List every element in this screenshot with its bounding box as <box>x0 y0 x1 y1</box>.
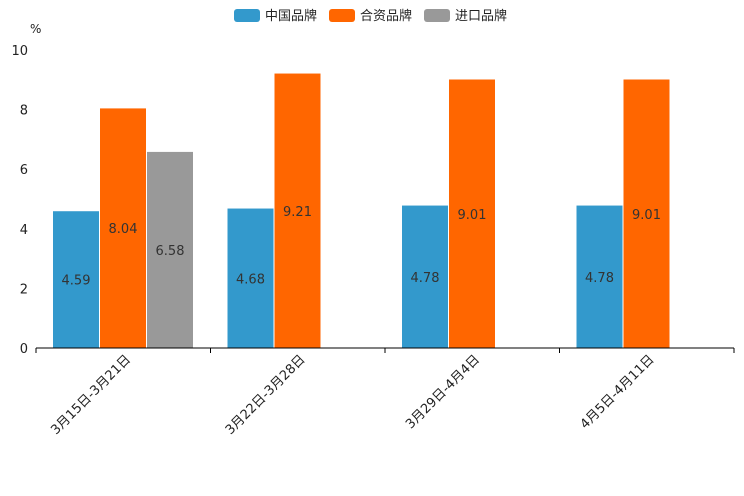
legend-label[interactable]: 合资品牌 <box>360 8 412 24</box>
x-category-label: 3月29日-4月4日 <box>403 352 483 432</box>
legend-swatch[interactable] <box>329 9 355 22</box>
y-tick-label: 0 <box>20 342 28 357</box>
bar[interactable] <box>100 108 146 349</box>
legend: 中国品牌 合资品牌 进口品牌 <box>234 8 507 24</box>
y-tick-label: 6 <box>20 163 28 178</box>
x-category-label: 3月15日-3月21日 <box>48 352 134 438</box>
bar-data-label: 9.21 <box>283 205 312 220</box>
y-tick-label: 2 <box>20 282 28 297</box>
bars <box>53 73 670 349</box>
y-tick-label: 4 <box>20 223 28 238</box>
x-category-label: 4月5日-4月11日 <box>578 352 658 432</box>
bar[interactable] <box>274 73 321 349</box>
bar[interactable] <box>623 79 670 348</box>
legend-swatch[interactable] <box>234 9 260 22</box>
bar-data-label: 9.01 <box>632 208 661 223</box>
x-axis: 3月15日-3月21日 3月22日-3月28日 3月29日-4月4日 4月5日-4月1… <box>35 347 735 438</box>
bar-data-label: 6.58 <box>156 244 185 259</box>
bar-data-label: 4.78 <box>411 271 440 286</box>
bar[interactable] <box>53 211 99 348</box>
legend-swatch[interactable] <box>424 9 450 22</box>
bar-data-label: 4.59 <box>62 274 91 289</box>
bar[interactable] <box>227 208 274 348</box>
data-labels: 4.59 8.04 6.58 4.68 9.21 4.78 9.01 4.78 9.01 <box>62 205 661 289</box>
legend-label[interactable]: 进口品牌 <box>455 8 507 24</box>
bar[interactable] <box>449 79 495 348</box>
bar[interactable] <box>402 205 448 348</box>
bar-data-label: 8.04 <box>109 222 138 237</box>
y-axis: 0 2 4 6 8 10 <box>11 44 28 357</box>
x-category-label: 3月22日-3月28日 <box>223 352 309 438</box>
bar[interactable] <box>576 205 623 348</box>
y-tick-label: 8 <box>20 104 28 119</box>
bar-data-label: 4.78 <box>585 271 614 286</box>
bar[interactable] <box>147 151 193 348</box>
bar-data-label: 4.68 <box>236 272 265 287</box>
y-tick-label: 10 <box>11 44 28 59</box>
legend-label[interactable]: 中国品牌 <box>265 8 317 24</box>
y-axis-unit: % <box>30 22 41 36</box>
bar-data-label: 9.01 <box>458 208 487 223</box>
